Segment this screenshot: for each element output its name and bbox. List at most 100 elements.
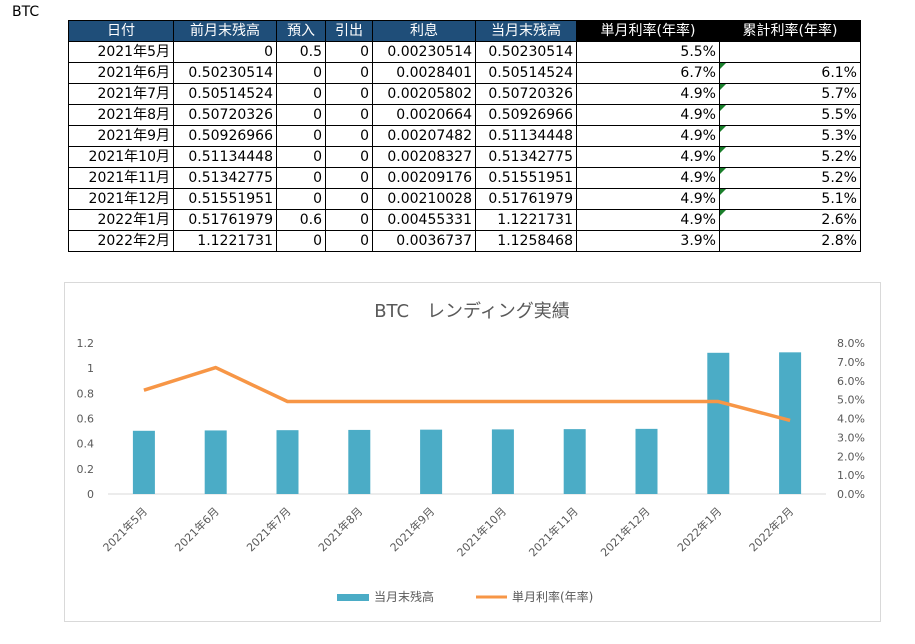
table-cell[interactable]: 0.51134448: [475, 125, 577, 147]
table-cell[interactable]: 2021年5月: [68, 41, 174, 63]
y-tick-label: 0.2: [77, 463, 95, 476]
y2-tick-label: 8.0%: [837, 337, 865, 350]
table-cell[interactable]: 5.3%: [719, 125, 861, 147]
table-cell[interactable]: 0.0036737: [372, 230, 476, 252]
table-cell[interactable]: 0: [325, 209, 373, 231]
table-cell[interactable]: 2021年10月: [68, 146, 174, 168]
table-cell[interactable]: 1.1221731: [173, 230, 277, 252]
table-cell[interactable]: 2021年11月: [68, 167, 174, 189]
table-cell[interactable]: 0.50926966: [475, 104, 577, 126]
table-cell[interactable]: 2021年9月: [68, 125, 174, 147]
table-cell[interactable]: 6.7%: [576, 62, 720, 84]
table-cell[interactable]: 0: [325, 125, 373, 147]
table-cell[interactable]: 0.00207482: [372, 125, 476, 147]
table-cell[interactable]: 0: [276, 188, 326, 210]
cell-value: 0.00455331: [387, 212, 472, 228]
table-cell[interactable]: 2021年8月: [68, 104, 174, 126]
table-cell[interactable]: 2021年6月: [68, 62, 174, 84]
table-cell[interactable]: 0: [325, 62, 373, 84]
table-cell[interactable]: 0.00209176: [372, 167, 476, 189]
table-cell[interactable]: 5.1%: [719, 188, 861, 210]
col-header[interactable]: 当月末残高: [475, 20, 577, 42]
table-cell[interactable]: 0: [325, 146, 373, 168]
table-cell[interactable]: 2021年12月: [68, 188, 174, 210]
table-cell[interactable]: 0.51342775: [173, 167, 277, 189]
table-cell[interactable]: 5.7%: [719, 83, 861, 105]
table-cell[interactable]: 5.2%: [719, 146, 861, 168]
table-cell[interactable]: 0: [276, 146, 326, 168]
table-cell[interactable]: 5.5%: [719, 104, 861, 126]
table-cell[interactable]: 5.2%: [719, 167, 861, 189]
cell-value: 2021年6月: [97, 65, 170, 81]
table-cell[interactable]: 0.5: [276, 41, 326, 63]
table-cell[interactable]: 0.50720326: [173, 104, 277, 126]
table-cell[interactable]: 1.1221731: [475, 209, 577, 231]
table-cell[interactable]: 0.51551951: [475, 167, 577, 189]
table-cell[interactable]: 0: [276, 125, 326, 147]
table-cell[interactable]: 0.51761979: [475, 188, 577, 210]
table-cell[interactable]: 0.51551951: [173, 188, 277, 210]
table-cell[interactable]: 2022年1月: [68, 209, 174, 231]
table-cell[interactable]: 0: [173, 41, 277, 63]
col-header[interactable]: 預入: [276, 20, 326, 42]
table-cell[interactable]: 2021年7月: [68, 83, 174, 105]
table-cell[interactable]: 0.0028401: [372, 62, 476, 84]
table-cell[interactable]: 2.6%: [719, 209, 861, 231]
col-header[interactable]: 利息: [372, 20, 476, 42]
legend[interactable]: 当月末残高 単月利率(年率): [337, 589, 593, 604]
col-header[interactable]: 単月利率(年率): [576, 20, 720, 42]
table-cell[interactable]: 0.00455331: [372, 209, 476, 231]
table-cell[interactable]: 0: [276, 167, 326, 189]
cell-value: 0.50514524: [188, 86, 273, 102]
table-cell[interactable]: 0.00210028: [372, 188, 476, 210]
table-cell[interactable]: 2.8%: [719, 230, 861, 252]
table-cell[interactable]: 0: [325, 104, 373, 126]
table-cell[interactable]: 0.6: [276, 209, 326, 231]
table-cell[interactable]: 4.9%: [576, 188, 720, 210]
table-cell[interactable]: 0: [325, 230, 373, 252]
table-cell[interactable]: 5.5%: [576, 41, 720, 63]
table-cell[interactable]: 0: [325, 83, 373, 105]
table-cell[interactable]: 0.00230514: [372, 41, 476, 63]
table-cell[interactable]: 0.51134448: [173, 146, 277, 168]
table-cell[interactable]: 0: [276, 104, 326, 126]
table-cell[interactable]: 0.00205802: [372, 83, 476, 105]
table-cell[interactable]: 0: [276, 62, 326, 84]
table-cell[interactable]: 4.9%: [576, 83, 720, 105]
col-header[interactable]: 累計利率(年率): [719, 20, 861, 42]
table-cell[interactable]: 4.9%: [576, 125, 720, 147]
chart-area[interactable]: BTC レンディング実績 0 0.2 0.4 0.6 0.8 1 1.2 0.0% 1.0% 2.…: [64, 282, 881, 622]
table-cell[interactable]: 3.9%: [576, 230, 720, 252]
table-cell[interactable]: 0: [325, 167, 373, 189]
col-header[interactable]: 日付: [68, 20, 174, 42]
table-cell[interactable]: 0: [276, 83, 326, 105]
col-header[interactable]: 前月末残高: [173, 20, 277, 42]
table-cell[interactable]: 0.00208327: [372, 146, 476, 168]
table-cell[interactable]: 0.50514524: [475, 62, 577, 84]
cell-value: 4.9%: [680, 86, 716, 102]
table-cell[interactable]: 2022年2月: [68, 230, 174, 252]
table-cell[interactable]: 0.51761979: [173, 209, 277, 231]
table-cell[interactable]: 0.50926966: [173, 125, 277, 147]
table-cell[interactable]: 0: [325, 188, 373, 210]
table-cell[interactable]: 1.1258468: [475, 230, 577, 252]
table-cell[interactable]: 4.9%: [576, 104, 720, 126]
table-cell[interactable]: 4.9%: [576, 209, 720, 231]
table-cell[interactable]: 0.50230514: [173, 62, 277, 84]
table-cell[interactable]: [719, 41, 861, 63]
table-cell[interactable]: 4.9%: [576, 146, 720, 168]
table-cell[interactable]: 0: [325, 41, 373, 63]
col-header[interactable]: 引出: [325, 20, 373, 42]
table-cell[interactable]: 6.1%: [719, 62, 861, 84]
table-cell[interactable]: 0.0020664: [372, 104, 476, 126]
table-cell[interactable]: 4.9%: [576, 167, 720, 189]
cell-value: 0: [360, 212, 369, 228]
table-cell[interactable]: 0.50514524: [173, 83, 277, 105]
y-tick-label: 1.2: [77, 337, 95, 350]
table-cell[interactable]: 0.51342775: [475, 146, 577, 168]
x-tick-label: 2021年6月: [172, 504, 222, 554]
cell-value: 0.51761979: [488, 191, 573, 207]
table-cell[interactable]: 0: [276, 230, 326, 252]
table-cell[interactable]: 0.50230514: [475, 41, 577, 63]
table-cell[interactable]: 0.50720326: [475, 83, 577, 105]
